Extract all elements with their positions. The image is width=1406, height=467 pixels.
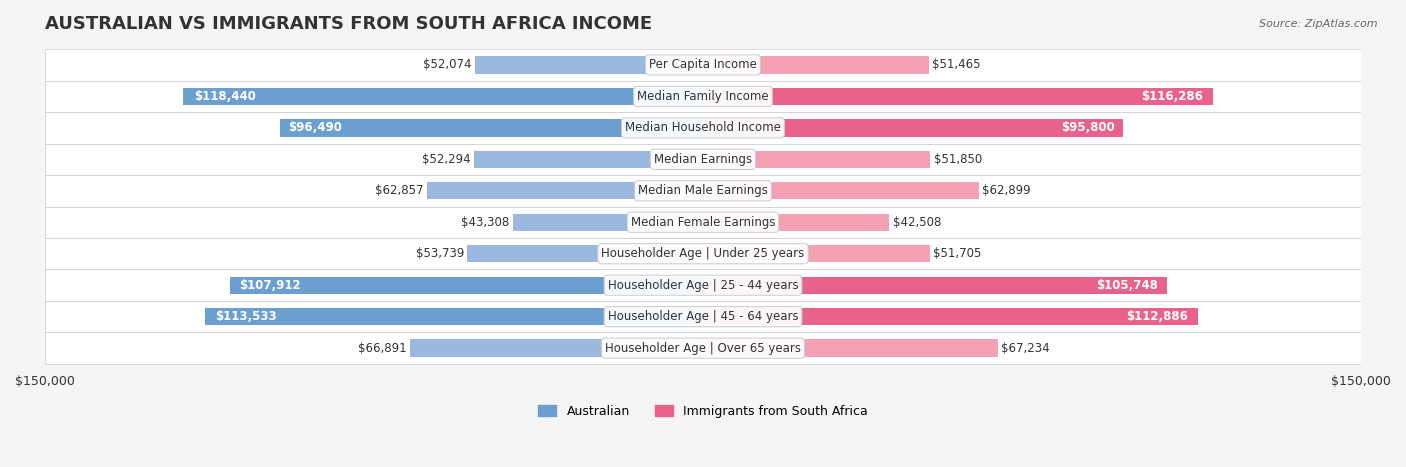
Bar: [703, 182, 979, 199]
Text: $95,800: $95,800: [1062, 121, 1115, 134]
Bar: [45, 206, 1361, 238]
Bar: [45, 143, 1361, 175]
Text: Median Family Income: Median Family Income: [637, 90, 769, 103]
Legend: Australian, Immigrants from South Africa: Australian, Immigrants from South Africa: [533, 400, 873, 423]
Text: $43,308: $43,308: [461, 216, 510, 229]
Text: $51,850: $51,850: [934, 153, 981, 166]
Bar: [427, 182, 703, 199]
Bar: [45, 81, 1361, 112]
Text: $42,508: $42,508: [893, 216, 941, 229]
Text: $51,465: $51,465: [932, 58, 980, 71]
Text: $67,234: $67,234: [1001, 342, 1050, 354]
Text: $113,533: $113,533: [215, 310, 277, 323]
Text: Householder Age | 25 - 44 years: Householder Age | 25 - 44 years: [607, 279, 799, 292]
Text: Householder Age | 45 - 64 years: Householder Age | 45 - 64 years: [607, 310, 799, 323]
Text: $116,286: $116,286: [1142, 90, 1204, 103]
Bar: [513, 213, 703, 231]
Text: $96,490: $96,490: [288, 121, 342, 134]
Bar: [474, 151, 703, 168]
Text: Median Female Earnings: Median Female Earnings: [631, 216, 775, 229]
Text: Per Capita Income: Per Capita Income: [650, 58, 756, 71]
Bar: [183, 88, 703, 105]
Bar: [45, 269, 1361, 301]
Bar: [280, 119, 703, 136]
Bar: [703, 56, 929, 74]
Bar: [45, 175, 1361, 206]
Bar: [703, 119, 1123, 136]
Text: $62,857: $62,857: [375, 184, 425, 197]
Bar: [703, 88, 1213, 105]
Text: Householder Age | Over 65 years: Householder Age | Over 65 years: [605, 342, 801, 354]
Text: $66,891: $66,891: [357, 342, 406, 354]
Bar: [467, 245, 703, 262]
Bar: [475, 56, 703, 74]
Bar: [45, 238, 1361, 269]
Text: $52,294: $52,294: [422, 153, 470, 166]
Bar: [229, 276, 703, 294]
Bar: [45, 112, 1361, 143]
Text: AUSTRALIAN VS IMMIGRANTS FROM SOUTH AFRICA INCOME: AUSTRALIAN VS IMMIGRANTS FROM SOUTH AFRI…: [45, 15, 652, 33]
Text: Median Male Earnings: Median Male Earnings: [638, 184, 768, 197]
Text: Median Earnings: Median Earnings: [654, 153, 752, 166]
Bar: [205, 308, 703, 325]
Text: $62,899: $62,899: [983, 184, 1031, 197]
Bar: [703, 340, 998, 357]
Text: $112,886: $112,886: [1126, 310, 1188, 323]
Bar: [703, 308, 1198, 325]
Text: $51,705: $51,705: [934, 247, 981, 260]
Bar: [45, 333, 1361, 364]
Bar: [45, 301, 1361, 333]
Bar: [703, 276, 1167, 294]
Text: Median Household Income: Median Household Income: [626, 121, 780, 134]
Text: Householder Age | Under 25 years: Householder Age | Under 25 years: [602, 247, 804, 260]
Text: Source: ZipAtlas.com: Source: ZipAtlas.com: [1260, 19, 1378, 28]
Bar: [409, 340, 703, 357]
Bar: [703, 245, 929, 262]
Text: $118,440: $118,440: [194, 90, 256, 103]
Text: $52,074: $52,074: [423, 58, 471, 71]
Text: $107,912: $107,912: [239, 279, 301, 292]
Bar: [703, 151, 931, 168]
Bar: [45, 49, 1361, 81]
Text: $105,748: $105,748: [1095, 279, 1157, 292]
Bar: [703, 213, 890, 231]
Text: $53,739: $53,739: [416, 247, 464, 260]
